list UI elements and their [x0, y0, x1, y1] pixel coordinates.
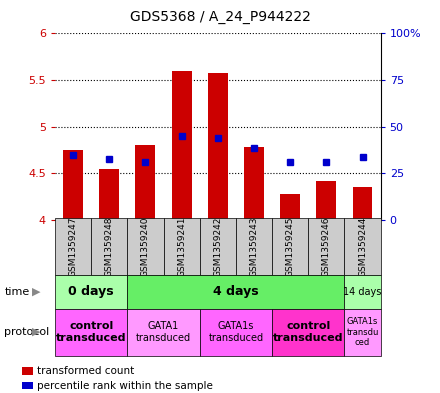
Text: GDS5368 / A_24_P944222: GDS5368 / A_24_P944222 — [129, 10, 311, 24]
Bar — [127, 309, 200, 356]
Text: GATA1s
transduced: GATA1s transduced — [208, 321, 264, 343]
Bar — [244, 147, 264, 220]
Bar — [272, 309, 345, 356]
Bar — [172, 71, 191, 220]
Text: 14 days: 14 days — [343, 287, 381, 297]
Bar — [345, 309, 381, 356]
Bar — [99, 169, 119, 220]
Text: GSM1359240: GSM1359240 — [141, 217, 150, 277]
Text: GSM1359242: GSM1359242 — [213, 217, 222, 277]
Bar — [91, 218, 127, 275]
Text: GSM1359245: GSM1359245 — [286, 217, 295, 277]
Text: ▶: ▶ — [32, 327, 40, 337]
Text: GSM1359248: GSM1359248 — [105, 217, 114, 277]
Text: ▶: ▶ — [32, 286, 40, 297]
Bar — [345, 218, 381, 275]
Bar — [63, 150, 83, 220]
Text: GSM1359247: GSM1359247 — [69, 217, 77, 277]
Text: GSM1359244: GSM1359244 — [358, 217, 367, 277]
Text: control
transduced: control transduced — [56, 321, 126, 343]
Text: time: time — [4, 286, 29, 297]
Bar — [352, 187, 372, 220]
Bar — [55, 275, 127, 309]
Text: GSM1359241: GSM1359241 — [177, 217, 186, 277]
Bar — [308, 218, 345, 275]
Text: GSM1359243: GSM1359243 — [249, 217, 258, 277]
Bar — [200, 218, 236, 275]
Text: 4 days: 4 days — [213, 285, 259, 298]
Bar — [127, 275, 345, 309]
Bar — [200, 309, 272, 356]
Bar — [208, 73, 228, 220]
Bar — [236, 218, 272, 275]
Text: GATA1s
transdu
ced: GATA1s transdu ced — [346, 317, 379, 347]
Bar — [136, 145, 155, 220]
Bar — [127, 218, 164, 275]
Text: GATA1
transduced: GATA1 transduced — [136, 321, 191, 343]
Bar — [164, 218, 200, 275]
Text: percentile rank within the sample: percentile rank within the sample — [37, 381, 213, 391]
Text: control
transduced: control transduced — [273, 321, 344, 343]
Bar — [345, 275, 381, 309]
Text: transformed count: transformed count — [37, 366, 135, 376]
Bar — [55, 309, 127, 356]
Bar — [280, 194, 300, 220]
Bar — [316, 181, 336, 220]
Bar — [55, 218, 91, 275]
Text: 0 days: 0 days — [68, 285, 114, 298]
Bar — [272, 218, 308, 275]
Text: GSM1359246: GSM1359246 — [322, 217, 331, 277]
Text: protocol: protocol — [4, 327, 50, 337]
